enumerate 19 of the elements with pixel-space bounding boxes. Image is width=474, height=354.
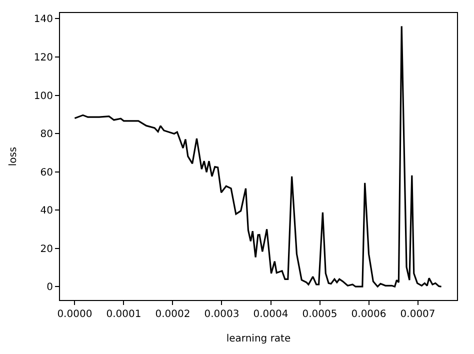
x-tick-label: 0.0006 xyxy=(351,309,386,320)
line-series xyxy=(74,25,442,288)
x-tick-label: 0.0002 xyxy=(155,309,190,320)
x-tick-label: 0.0001 xyxy=(106,309,142,320)
y-tick-label: 120 xyxy=(34,52,53,64)
x-axis-title: learning rate xyxy=(226,334,291,344)
y-tick-label: 20 xyxy=(40,244,53,255)
y-tick-label: 40 xyxy=(40,206,53,217)
y-tick-label: 80 xyxy=(40,129,53,140)
x-tick-label: 0.0004 xyxy=(253,309,288,320)
y-tick-label: 60 xyxy=(40,167,53,178)
y-tick-label: 0 xyxy=(46,282,53,294)
y-axis-title: loss xyxy=(8,146,19,166)
x-tick-label: 0.0005 xyxy=(302,309,338,320)
x-tick-label: 0.0007 xyxy=(400,309,436,320)
y-tick-label: 100 xyxy=(34,90,53,102)
x-tick-label: 0.0000 xyxy=(57,309,92,320)
y-tick-label: 140 xyxy=(34,14,53,26)
x-tick-label: 0.0003 xyxy=(204,309,240,320)
